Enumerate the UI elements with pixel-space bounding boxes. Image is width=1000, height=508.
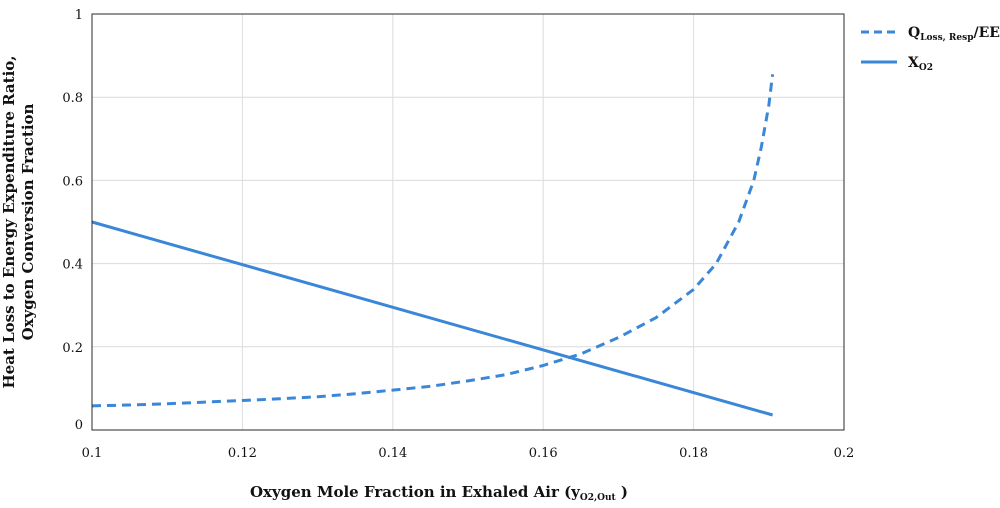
x-tick-label: 0.12 <box>228 446 257 461</box>
y-axis-label-line2: Oxygen Conversion Fraction <box>19 103 37 340</box>
legend-item-x-o2: XO2 <box>861 55 933 73</box>
legend-label-x-o2: XO2 <box>908 55 933 73</box>
legend-item-q-loss: QLoss, Resp/EE <box>861 25 1000 43</box>
y-axis-label: Heat Loss to Energy Expenditure Ratio, O… <box>0 55 37 388</box>
series-line-x-o2 <box>91 220 774 417</box>
plot-frame <box>91 13 845 431</box>
x-tick-label: 0.16 <box>529 446 558 461</box>
x-tick-label: 0.14 <box>378 446 407 461</box>
x-tick-label: 0.2 <box>834 446 855 461</box>
y-axis-label-line1: Heat Loss to Energy Expenditure Ratio, <box>0 55 18 388</box>
y-tick-label: 0.6 <box>62 174 83 189</box>
y-tick-labels: 0 0.2 0.4 0.6 0.8 1 <box>62 8 83 433</box>
legend-label-q-loss: QLoss, Resp/EE <box>908 25 1000 43</box>
grid <box>92 14 844 430</box>
x-axis-label: Oxygen Mole Fraction in Exhaled Air (yO2… <box>250 483 628 503</box>
y-tick-label: 0 <box>75 418 83 433</box>
x-tick-label: 0.18 <box>679 446 708 461</box>
x-tick-labels: 0.1 0.12 0.14 0.16 0.18 0.2 <box>82 446 855 461</box>
y-tick-label: 0.2 <box>62 341 83 356</box>
x-tick-label: 0.1 <box>82 446 103 461</box>
legend: QLoss, Resp/EE XO2 <box>861 25 1000 73</box>
series-layer <box>91 74 775 417</box>
y-tick-label: 0.4 <box>62 258 83 273</box>
y-tick-label: 0.8 <box>62 91 83 106</box>
y-tick-label: 1 <box>75 8 83 23</box>
series-line-q-loss <box>91 74 775 408</box>
